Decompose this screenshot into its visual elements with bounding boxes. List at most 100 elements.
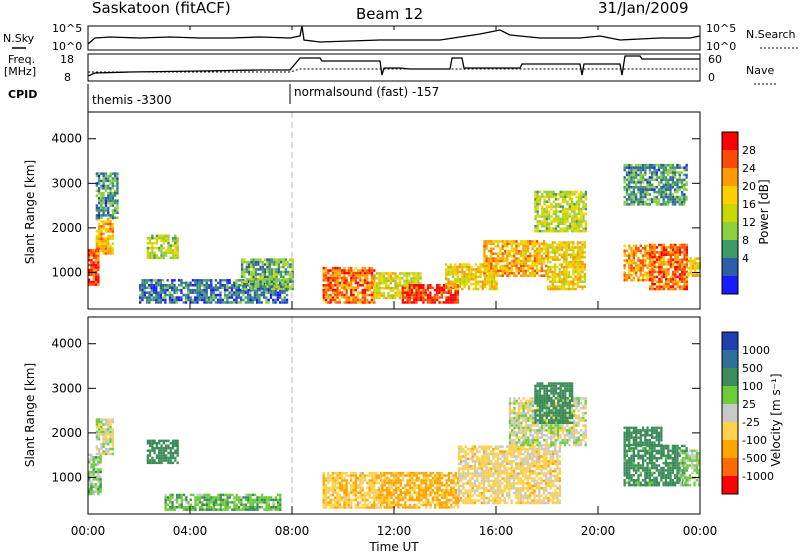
power-cell: [626, 188, 628, 191]
power-cell: [581, 268, 583, 271]
power-cell: [151, 284, 153, 287]
power-cell: [279, 294, 281, 297]
velocity-cell: [355, 494, 357, 497]
velocity-cell: [172, 452, 174, 455]
power-cell: [287, 285, 289, 288]
power-cell: [626, 254, 628, 257]
power-cell: [107, 242, 109, 245]
velocity-cell: [450, 482, 452, 485]
velocity-cell: [452, 506, 454, 509]
power-cell: [554, 276, 556, 279]
power-cell: [169, 291, 171, 294]
power-cell: [541, 210, 543, 213]
power-cell: [649, 258, 651, 261]
power-cell: [626, 277, 628, 280]
power-cell: [144, 291, 146, 294]
power-cell: [231, 296, 233, 299]
power-cell: [160, 291, 162, 294]
power-cell: [566, 215, 568, 218]
power-cell: [674, 251, 676, 254]
power-cell: [222, 299, 224, 302]
power-cell: [348, 267, 350, 270]
power-cell: [578, 198, 580, 201]
power-cell: [672, 276, 674, 279]
power-cell: [438, 291, 440, 294]
power-cell: [667, 174, 669, 177]
power-cell: [563, 261, 565, 264]
power-cell: [549, 256, 551, 259]
velocity-cell: [208, 504, 210, 507]
power-cell: [660, 203, 662, 206]
power-cell: [262, 266, 264, 269]
power-cell: [355, 274, 357, 277]
velocity-cell: [420, 484, 422, 487]
power-cell: [226, 301, 228, 304]
power-cell: [565, 241, 567, 244]
velocity-cell: [420, 499, 422, 502]
power-cell: [364, 289, 366, 292]
power-cell: [429, 294, 431, 297]
velocity-cell: [393, 494, 395, 497]
velocity-cell: [455, 501, 457, 504]
velocity-cell: [450, 506, 452, 509]
power-cell: [555, 203, 557, 206]
power-cell: [262, 276, 264, 279]
power-cell: [235, 289, 237, 292]
power-cell: [506, 245, 508, 248]
velocity-cell: [105, 450, 107, 453]
power-cell: [441, 291, 443, 294]
velocity-cell: [441, 494, 443, 497]
power-cell: [651, 198, 653, 201]
power-cell: [562, 205, 564, 208]
power-cell: [649, 164, 651, 167]
velocity-cell: [90, 486, 92, 489]
power-cell: [325, 274, 327, 277]
power-cell: [116, 202, 118, 205]
power-cell: [374, 282, 376, 285]
velocity-cell: [93, 471, 95, 474]
velocity-cell: [350, 501, 352, 504]
power-cell: [461, 268, 463, 271]
velocity-cell: [352, 474, 354, 477]
velocity-cell: [149, 459, 151, 462]
power-cell: [509, 240, 511, 243]
power-cell: [644, 186, 646, 189]
velocity-cell: [231, 501, 233, 504]
power-cell: [235, 287, 237, 290]
velocity-cell: [227, 508, 229, 511]
power-cell: [651, 266, 653, 269]
velocity-cell: [375, 482, 377, 485]
power-cell: [280, 273, 282, 276]
power-cell: [572, 258, 574, 261]
power-cell: [257, 258, 259, 261]
power-cell: [656, 246, 658, 249]
power-cell: [282, 258, 284, 261]
velocity-cell: [434, 487, 436, 490]
power-cell: [477, 276, 479, 279]
velocity-cell: [375, 477, 377, 480]
velocity-cell: [400, 499, 402, 502]
power-cell: [280, 285, 282, 288]
power-cell: [287, 263, 289, 266]
power-cell: [164, 287, 166, 290]
power-cell: [441, 296, 443, 299]
power-cell: [640, 201, 642, 204]
power-cell: [272, 301, 274, 304]
power-cell: [249, 291, 251, 294]
power-cell: [658, 201, 660, 204]
velocity-cell: [98, 421, 100, 424]
power-cell: [229, 282, 231, 285]
power-cell: [387, 294, 389, 297]
power-cell: [409, 301, 411, 304]
power-cell: [167, 237, 169, 240]
power-cell: [553, 218, 555, 221]
velocity-cell: [334, 504, 336, 507]
power-cell: [282, 266, 284, 269]
power-cell: [231, 284, 233, 287]
velocity-cell: [100, 418, 102, 421]
power-cell: [114, 180, 116, 183]
power-cell: [679, 181, 681, 184]
power-cell: [495, 272, 497, 275]
power-cell: [420, 294, 422, 297]
power-cell: [343, 279, 345, 282]
